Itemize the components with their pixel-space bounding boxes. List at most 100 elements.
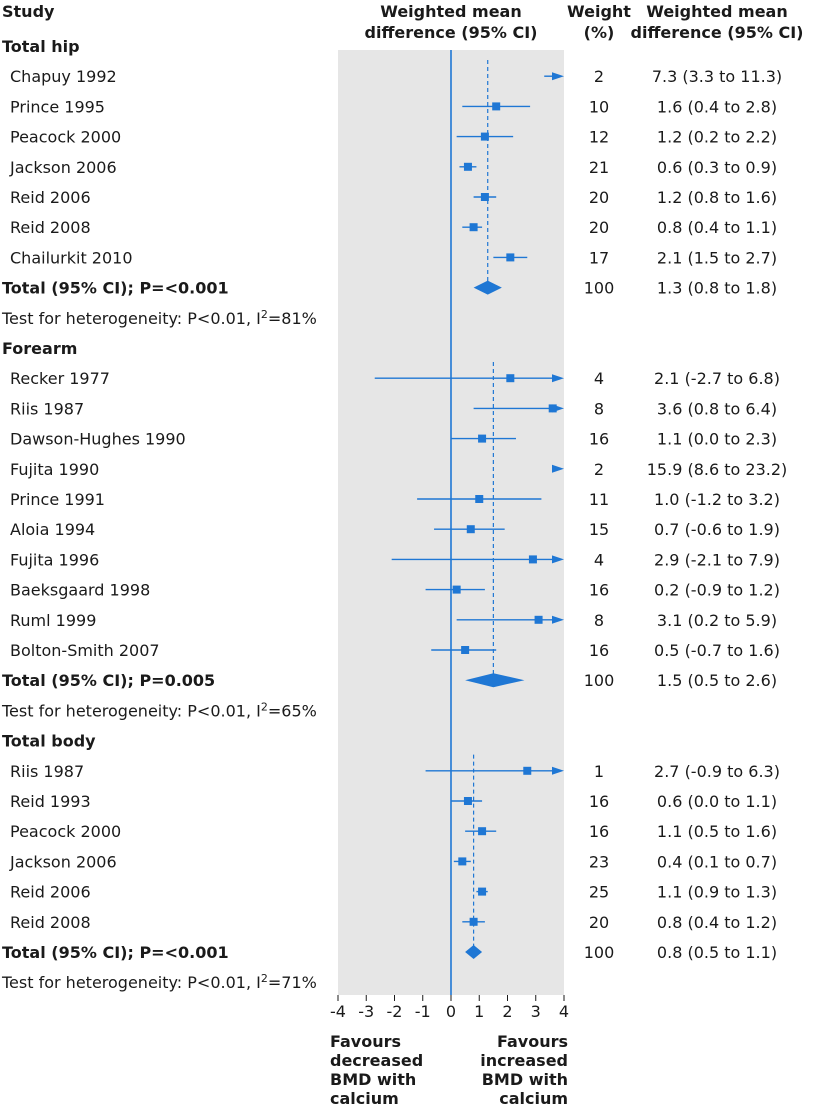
x-axis: -4 -3 -2 -1 0 1 2 3 4 (330, 995, 569, 1021)
ci-value: 0.6 (0.3 to 0.9) (657, 158, 777, 177)
header-weight-line2: (%) (584, 23, 615, 42)
point-estimate (478, 887, 487, 896)
point-estimate (548, 404, 557, 413)
chart-rows: Total hip Chapuy 1992 2 7.3 (3.3 to 11.3) Pr… (1, 37, 787, 992)
favours-increased-label: BMD with (482, 1070, 568, 1089)
ci-arrow (552, 374, 564, 383)
point-estimate (480, 132, 489, 141)
ci-arrow (552, 555, 564, 564)
weight-value: 20 (589, 188, 609, 207)
favours-increased-label: calcium (499, 1089, 568, 1108)
weight-value: 12 (589, 128, 609, 147)
weight-value: 17 (589, 248, 609, 267)
heterogeneity-text: Test for heterogeneity: P<0.01, I (1, 973, 261, 992)
ci-value: 1.5 (0.5 to 2.6) (657, 671, 777, 690)
study-label: Aloia 1994 (10, 520, 95, 539)
study-label: Dawson-Hughes 1990 (10, 430, 186, 449)
pooled-diamond (473, 280, 502, 295)
favours-decreased-label: decreased (330, 1051, 423, 1070)
weight-value: 4 (594, 369, 604, 388)
ci-value: 1.1 (0.5 to 1.6) (657, 822, 777, 841)
header-wmd-line1: Weighted mean (646, 2, 788, 21)
point-estimate (478, 434, 487, 443)
ci-value: 1.6 (0.4 to 2.8) (657, 97, 777, 116)
study-label: Chailurkit 2010 (10, 248, 133, 267)
ci-value: 1.1 (0.0 to 2.3) (657, 430, 777, 449)
point-estimate (469, 917, 478, 926)
heterogeneity-superscript: 2 (261, 308, 268, 321)
point-estimate (461, 646, 470, 654)
section-header: Forearm (2, 339, 77, 358)
study-label: Reid 2008 (10, 218, 91, 237)
study-label: Recker 1977 (10, 369, 110, 388)
ci-arrow (552, 766, 564, 775)
weight-value: 20 (589, 218, 609, 237)
favours-decreased-label: calcium (330, 1089, 399, 1108)
header-plot-line2: difference (95% CI) (365, 23, 538, 42)
study-label: Reid 2006 (10, 883, 91, 902)
study-label: Jackson 2006 (9, 852, 117, 871)
point-estimate (475, 495, 484, 503)
study-label: Chapuy 1992 (10, 67, 117, 86)
point-estimate (466, 525, 475, 534)
point-estimate (506, 374, 515, 383)
study-label: Reid 2006 (10, 188, 91, 207)
weight-value: 4 (594, 550, 604, 569)
heterogeneity-test: Test for heterogeneity: P<0.01, I2=81% (1, 308, 317, 328)
point-estimate (523, 766, 532, 775)
heterogeneity-test: Test for heterogeneity: P<0.01, I2=71% (1, 972, 317, 992)
point-estimate (528, 555, 537, 564)
favours-increased-label: increased (480, 1051, 568, 1070)
ci-arrow (552, 464, 564, 473)
weight-value: 100 (584, 671, 615, 690)
x-tick-label: 1 (474, 1002, 484, 1021)
weight-value: 15 (589, 520, 609, 539)
ci-value: 0.6 (0.0 to 1.1) (657, 792, 777, 811)
header-wmd-line2: difference (95% CI) (631, 23, 804, 42)
weight-value: 100 (584, 943, 615, 962)
weight-value: 8 (594, 611, 604, 630)
point-estimate (480, 193, 489, 201)
heterogeneity-value: =71% (268, 973, 317, 992)
x-tick-label: -4 (330, 1002, 346, 1021)
total-label: Total (95% CI); P=0.005 (2, 671, 215, 690)
heterogeneity-text: Test for heterogeneity: P<0.01, I (1, 309, 261, 328)
ci-arrow (552, 615, 564, 624)
ci-value: 2.1 (-2.7 to 6.8) (654, 369, 780, 388)
header-study: Study (2, 2, 55, 21)
ci-value: 2.9 (-2.1 to 7.9) (654, 550, 780, 569)
x-tick-label: -1 (415, 1002, 431, 1021)
chart-marks (374, 50, 564, 995)
weight-value: 2 (594, 460, 604, 479)
weight-value: 25 (589, 883, 609, 902)
heterogeneity-value: =81% (268, 309, 317, 328)
weight-value: 16 (589, 430, 609, 449)
ci-value: 0.8 (0.4 to 1.1) (657, 218, 777, 237)
ci-value: 0.7 (-0.6 to 1.9) (654, 520, 780, 539)
weight-value: 16 (589, 581, 609, 600)
point-estimate (478, 827, 487, 836)
ci-value: 1.3 (0.8 to 1.8) (657, 279, 777, 298)
ci-value: 0.5 (-0.7 to 1.6) (654, 641, 780, 660)
ci-value: 0.8 (0.5 to 1.1) (657, 943, 777, 962)
x-tick-label: 3 (531, 1002, 541, 1021)
weight-value: 8 (594, 399, 604, 418)
point-estimate (458, 857, 467, 866)
weight-value: 16 (589, 641, 609, 660)
ci-value: 2.1 (1.5 to 2.7) (657, 248, 777, 267)
weight-value: 100 (584, 279, 615, 298)
heterogeneity-test: Test for heterogeneity: P<0.01, I2=65% (1, 700, 317, 720)
study-label: Reid 1993 (10, 792, 91, 811)
x-tick-label: -2 (387, 1002, 403, 1021)
study-label: Riis 1987 (10, 399, 84, 418)
weight-value: 1 (594, 762, 604, 781)
weight-value: 16 (589, 792, 609, 811)
ci-value: 15.9 (8.6 to 23.2) (647, 460, 788, 479)
study-label: Jackson 2006 (9, 158, 117, 177)
point-estimate (463, 162, 472, 171)
point-estimate (463, 797, 472, 805)
x-tick-label: -3 (358, 1002, 374, 1021)
study-label: Prince 1995 (10, 97, 105, 116)
header-plot-line1: Weighted mean (380, 2, 522, 21)
